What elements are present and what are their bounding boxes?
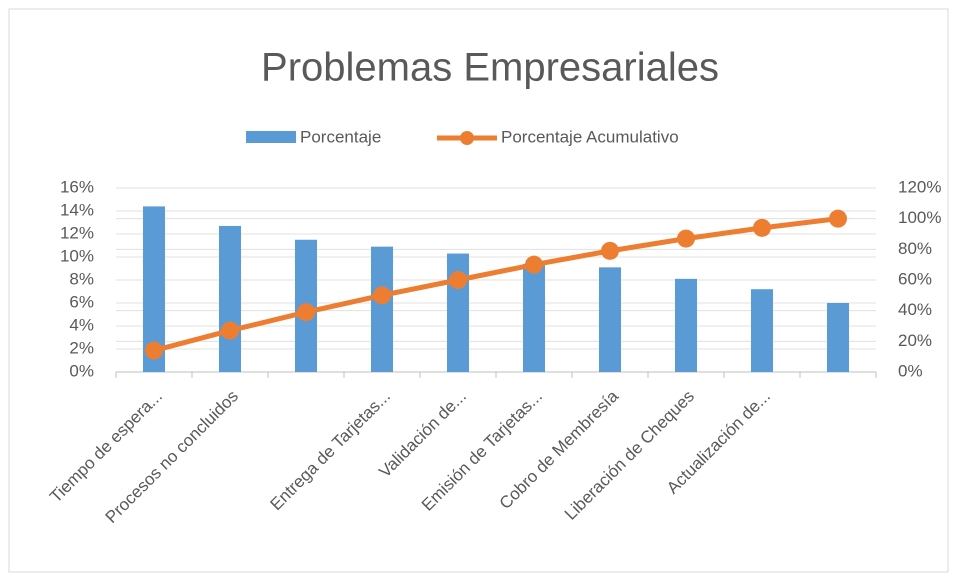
point xyxy=(449,271,467,289)
point xyxy=(525,255,543,274)
point xyxy=(753,218,771,237)
legend-label: Porcentaje xyxy=(300,127,381,146)
point xyxy=(221,321,239,340)
y2-tick-label: 120% xyxy=(898,177,941,196)
y-tick-label: 4% xyxy=(69,315,94,334)
y-tick-label: 8% xyxy=(69,269,94,288)
y-tick-label: 0% xyxy=(69,361,94,380)
y-tick-label: 10% xyxy=(60,246,94,265)
line xyxy=(153,216,839,353)
bar xyxy=(523,263,545,372)
chart-border xyxy=(8,8,949,573)
bar xyxy=(219,225,241,372)
bar xyxy=(143,206,165,372)
bar xyxy=(599,267,621,372)
point xyxy=(145,341,163,360)
bar xyxy=(675,278,697,372)
chart-title: Problemas Empresariales xyxy=(261,46,719,90)
y2-tick-label: 60% xyxy=(898,269,932,288)
y-tick-label: 6% xyxy=(69,292,94,311)
y2-tick-label: 100% xyxy=(898,208,941,227)
point xyxy=(677,229,695,248)
legend-label: Porcentaje Acumulativo xyxy=(501,127,679,146)
y-tick-label: 2% xyxy=(69,338,94,357)
point xyxy=(297,303,315,322)
legend-swatch xyxy=(246,131,296,143)
point xyxy=(829,209,847,228)
legend-swatch xyxy=(460,131,474,145)
y-tick-label: 16% xyxy=(60,177,94,196)
y-tick-label: 12% xyxy=(60,223,94,242)
y-tick-label: 14% xyxy=(60,200,94,219)
y2-tick-label: 0% xyxy=(898,361,923,380)
bar xyxy=(827,303,849,372)
point xyxy=(601,241,619,260)
bar xyxy=(371,246,393,372)
point xyxy=(373,286,391,305)
y2-tick-label: 40% xyxy=(898,300,932,319)
bar xyxy=(751,289,773,372)
y2-tick-label: 20% xyxy=(898,331,932,350)
y2-tick-label: 80% xyxy=(898,239,932,258)
